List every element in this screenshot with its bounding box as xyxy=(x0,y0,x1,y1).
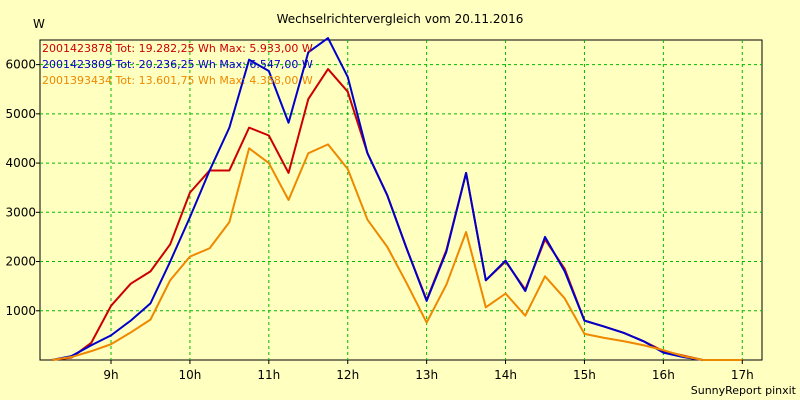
y-tick-label: 1000 xyxy=(5,304,36,318)
legend-entry-2001423809: 2001423809 Tot: 20.236,25 Wh Max: 6.547,… xyxy=(42,58,313,71)
y-tick-label: 4000 xyxy=(5,156,36,170)
y-axis-label: W xyxy=(33,17,45,31)
x-tick-label: 16h xyxy=(652,368,675,382)
x-axis: 9h 10h 11h 12h 13h 14h 15h 16h 17h xyxy=(103,360,754,382)
x-tick-label: 17h xyxy=(731,368,754,382)
y-tick-label: 2000 xyxy=(5,255,36,269)
y-axis: 1000 2000 3000 4000 5000 6000 xyxy=(5,58,40,318)
series-line-2001423809 xyxy=(51,37,743,361)
footer-credit: SunnyReport pinxit xyxy=(691,384,797,397)
grid xyxy=(40,40,762,360)
x-tick-label: 14h xyxy=(494,368,517,382)
x-tick-label: 15h xyxy=(573,368,596,382)
x-tick-label: 9h xyxy=(103,368,118,382)
y-tick-label: 5000 xyxy=(5,107,36,121)
y-tick-label: 6000 xyxy=(5,58,36,72)
series-layer xyxy=(51,37,743,361)
x-tick-label: 11h xyxy=(257,368,280,382)
x-tick-label: 13h xyxy=(415,368,438,382)
legend-entry-2001393434: 2001393434 Tot: 13.601,75 Wh Max: 4.388,… xyxy=(42,74,313,87)
x-tick-label: 12h xyxy=(336,368,359,382)
legend-entry-2001423878: 2001423878 Tot: 19.282,25 Wh Max: 5.933,… xyxy=(42,42,313,55)
x-tick-label: 10h xyxy=(178,368,201,382)
legend: 2001423878 Tot: 19.282,25 Wh Max: 5.933,… xyxy=(42,42,313,87)
y-tick-label: 3000 xyxy=(5,205,36,219)
chart-title: Wechselrichtervergleich vom 20.11.2016 xyxy=(277,12,524,26)
plot-area xyxy=(39,39,763,361)
series-line-2001393434 xyxy=(51,143,743,361)
